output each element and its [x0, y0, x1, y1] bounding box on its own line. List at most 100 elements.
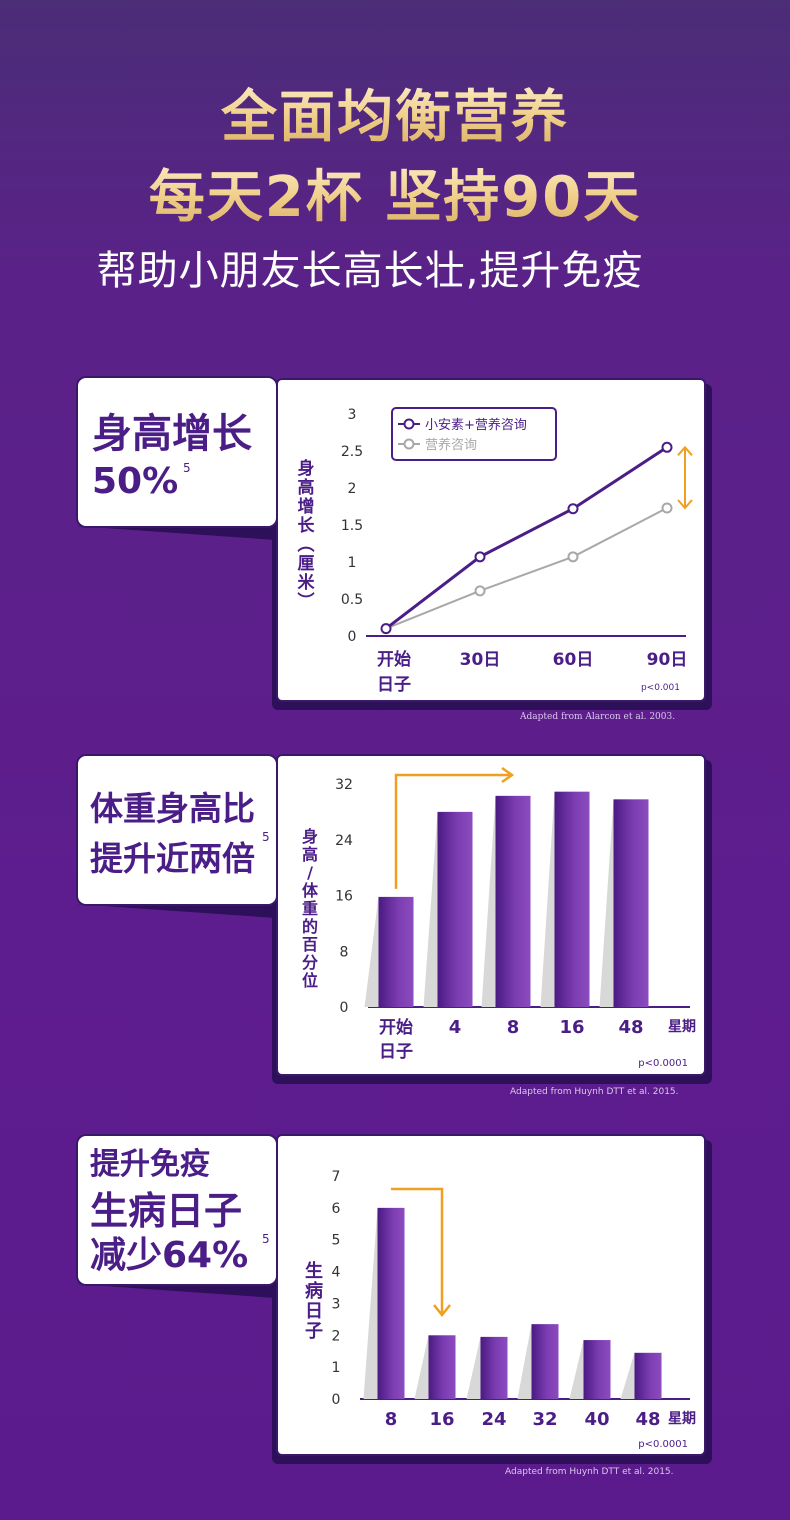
bar	[613, 799, 649, 1007]
data-point	[661, 502, 673, 514]
data-point	[380, 623, 392, 635]
source-citation: Adapted from Huynh DTT et al. 2015.	[505, 1467, 674, 1477]
y-axis-label: 米	[298, 572, 316, 593]
tab-heading: 体重身高比	[90, 789, 255, 828]
tab-fold	[76, 1284, 276, 1298]
x-tick-label: 4	[449, 1017, 462, 1038]
y-axis-label: 高	[298, 477, 315, 498]
bar-shadow	[423, 811, 438, 1007]
headline-line2: 每天2杯 坚持90天	[0, 152, 790, 233]
y-axis-label: 体	[302, 881, 319, 900]
y-axis-label: 位	[302, 971, 318, 990]
y-tick-label: 2	[332, 1328, 341, 1344]
y-axis-label: 长	[298, 515, 316, 536]
series-line	[385, 507, 668, 630]
y-axis-label: 病	[305, 1280, 323, 1302]
bar-shadow	[364, 896, 379, 1007]
p-value: p<0.0001	[638, 1439, 688, 1450]
y-axis-label: 日	[305, 1301, 323, 1322]
footnote-marker: 5	[262, 1232, 270, 1246]
tab-percent: 减少64%	[90, 1235, 249, 1276]
y-tick-label: 3	[348, 407, 357, 423]
y-tick-label: 16	[335, 889, 353, 905]
headline-line1: 全面均衡营养	[0, 72, 790, 153]
y-axis-label: 重	[302, 899, 318, 918]
trend-arrowhead	[501, 766, 515, 784]
tab-card	[76, 1134, 278, 1286]
p-value: p<0.0001	[638, 1058, 688, 1069]
data-point	[661, 441, 673, 453]
tab-percent: 50%	[92, 461, 179, 502]
y-tick-label: 1.5	[341, 518, 363, 534]
x-tick-label: 60日	[553, 650, 594, 670]
data-point	[474, 585, 486, 597]
tab-fold	[76, 526, 276, 540]
y-tick-label: 2	[348, 481, 357, 497]
data-point	[567, 503, 579, 515]
tab-fold	[76, 904, 276, 918]
x-axis-label: 星期	[668, 1411, 696, 1427]
tab-subheading: 提升近两倍	[90, 839, 255, 878]
x-tick-label: 8	[507, 1017, 520, 1038]
x-tick-label: 16	[559, 1017, 584, 1038]
trend-arrow	[394, 773, 510, 889]
bar-shadow	[517, 1324, 532, 1399]
tab-subheading: 生病日子	[90, 1189, 243, 1233]
footnote-marker: 5	[262, 830, 270, 844]
bar	[531, 1324, 559, 1399]
bar	[480, 1336, 508, 1399]
tab-card	[76, 376, 278, 528]
bar-shadow	[481, 795, 496, 1007]
y-tick-label: 1	[348, 555, 357, 571]
y-tick-label: 0.5	[341, 592, 363, 608]
bar	[554, 791, 590, 1007]
legend-swatch-marker	[403, 438, 415, 450]
y-tick-label: 4	[332, 1265, 341, 1281]
chart-card	[276, 1134, 706, 1456]
y-axis-label: 生	[305, 1260, 323, 1282]
y-tick-label: 2.5	[341, 444, 363, 460]
x-tick-label: 40	[584, 1409, 609, 1430]
y-axis-label: 高	[302, 845, 318, 864]
difference-arrowhead	[677, 499, 693, 510]
source-citation: Adapted from Alarcon et al. 2003.	[520, 712, 676, 722]
y-tick-label: 6	[332, 1201, 341, 1217]
x-tick-label: 32	[532, 1409, 557, 1430]
bar-shadow	[363, 1207, 378, 1399]
x-tick-label: 日子	[377, 675, 411, 695]
bar	[495, 795, 531, 1007]
y-axis-label: 的	[302, 917, 318, 936]
bar-shadow	[569, 1340, 584, 1399]
y-axis-label: 子	[305, 1321, 323, 1342]
legend-label: 小安素+营养咨询	[425, 417, 527, 433]
y-axis-label: /	[307, 863, 313, 882]
y-tick-label: 8	[340, 944, 349, 960]
source-citation: Adapted from Huynh DTT et al. 2015.	[510, 1087, 679, 1097]
p-value: p<0.001	[641, 683, 680, 693]
y-axis-label: ︵	[298, 535, 315, 555]
y-tick-label: 0	[340, 1000, 349, 1016]
x-tick-label: 开始	[377, 649, 411, 670]
bar	[437, 811, 473, 1007]
y-axis-label: 百	[302, 935, 318, 954]
legend-swatch-marker	[403, 418, 415, 430]
footnote-marker: 5	[183, 461, 191, 475]
x-tick-label: 30日	[460, 650, 501, 670]
series-line	[385, 446, 668, 630]
tab-heading: 提升免疫	[90, 1147, 210, 1182]
bar-shadow	[620, 1352, 635, 1399]
x-tick-label: 48	[635, 1409, 660, 1430]
y-tick-label: 0	[348, 629, 357, 645]
trend-arrow	[391, 1187, 444, 1314]
y-axis-label: ︶	[298, 591, 315, 612]
y-tick-label: 3	[332, 1296, 341, 1312]
bar-shadow	[540, 791, 555, 1007]
x-tick-label: 24	[481, 1409, 506, 1430]
bar-shadow	[466, 1336, 481, 1399]
x-axis-label: 星期	[668, 1019, 696, 1035]
y-axis-label: 增	[298, 496, 315, 517]
x-tick-label: 48	[618, 1017, 643, 1038]
